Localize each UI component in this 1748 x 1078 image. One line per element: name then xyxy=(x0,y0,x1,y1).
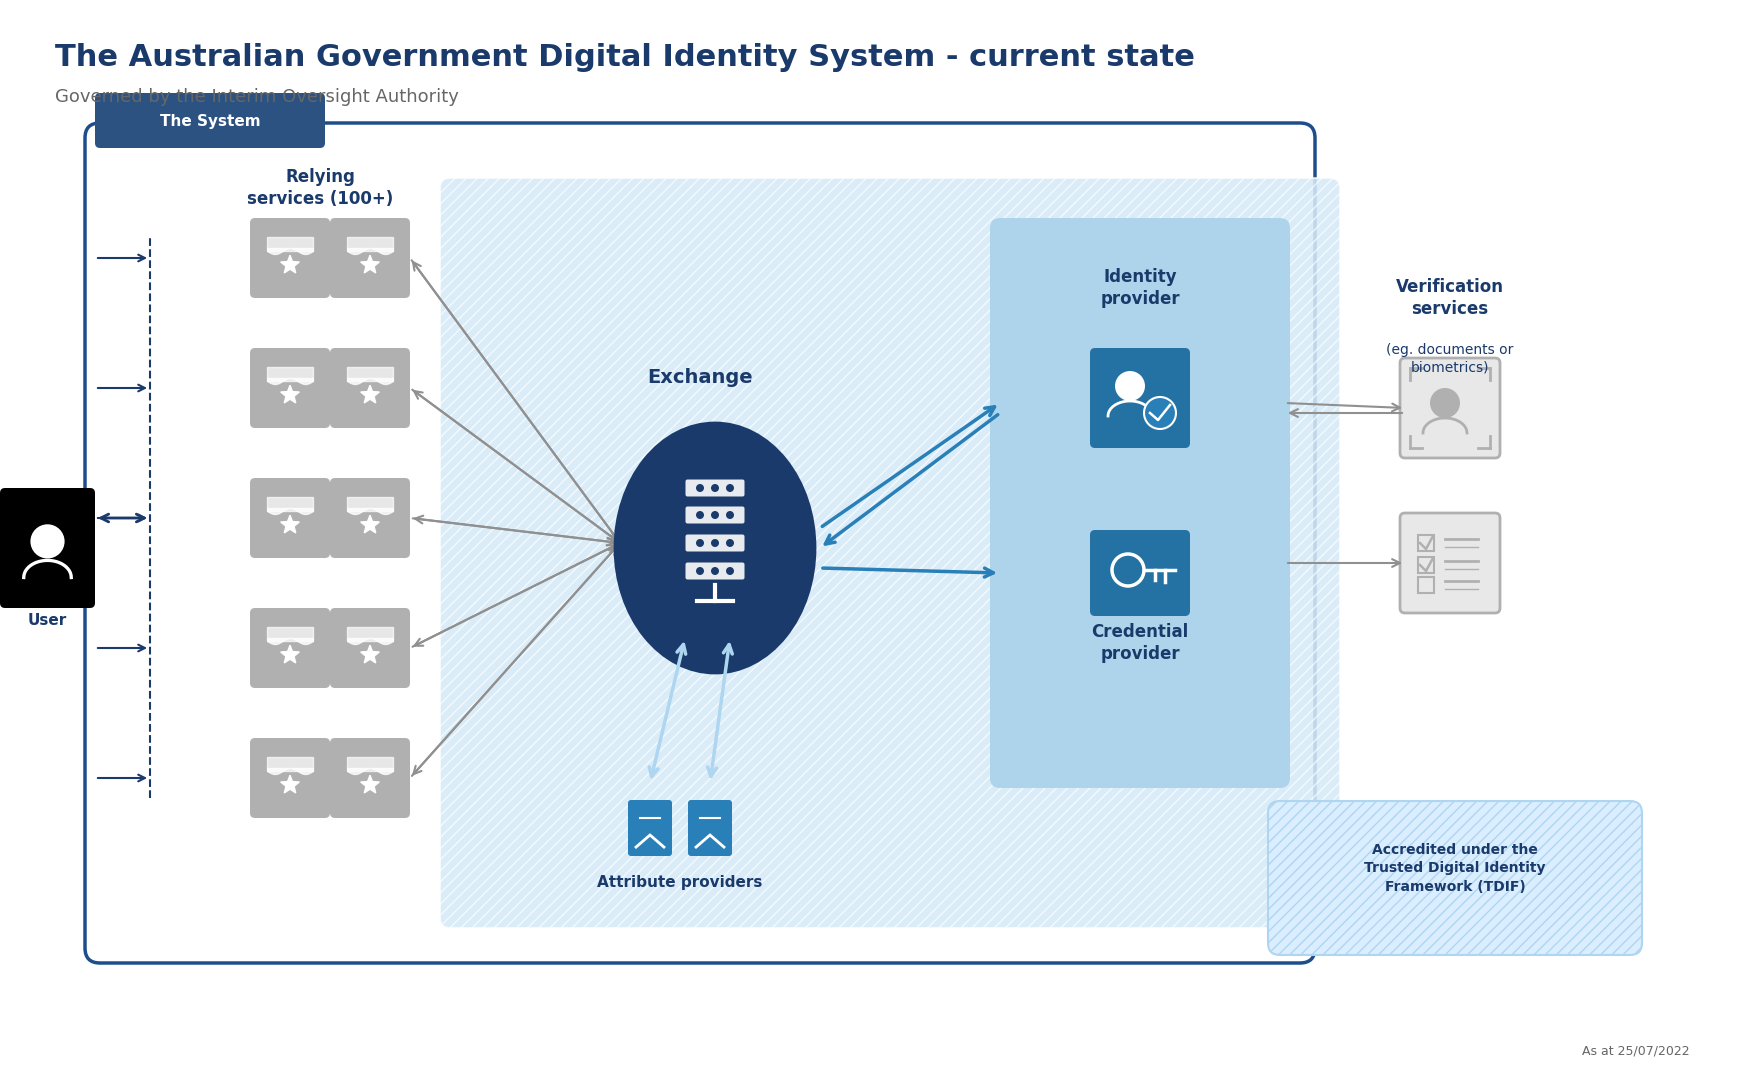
FancyBboxPatch shape xyxy=(989,218,1290,788)
Circle shape xyxy=(725,567,734,575)
Polygon shape xyxy=(267,497,313,511)
FancyBboxPatch shape xyxy=(330,348,409,428)
Polygon shape xyxy=(267,627,313,641)
FancyBboxPatch shape xyxy=(440,178,1339,928)
Circle shape xyxy=(711,511,718,519)
Circle shape xyxy=(696,567,704,575)
Text: Credential
provider: Credential provider xyxy=(1091,623,1189,663)
FancyBboxPatch shape xyxy=(628,800,671,856)
Text: Attribute providers: Attribute providers xyxy=(598,875,762,890)
Ellipse shape xyxy=(615,423,815,673)
Text: Exchange: Exchange xyxy=(647,369,752,387)
Polygon shape xyxy=(267,237,313,251)
Text: Relying
services (100+): Relying services (100+) xyxy=(246,168,393,208)
Text: Accredited under the
Trusted Digital Identity
Framework (TDIF): Accredited under the Trusted Digital Ide… xyxy=(1363,843,1545,894)
FancyBboxPatch shape xyxy=(685,480,745,497)
FancyBboxPatch shape xyxy=(1267,801,1641,955)
Polygon shape xyxy=(348,627,393,641)
FancyBboxPatch shape xyxy=(1089,530,1189,616)
FancyBboxPatch shape xyxy=(250,608,330,688)
Polygon shape xyxy=(267,367,313,381)
Polygon shape xyxy=(631,827,669,853)
Circle shape xyxy=(1143,397,1175,429)
Polygon shape xyxy=(690,827,729,853)
FancyBboxPatch shape xyxy=(687,800,732,856)
Text: Governed by the Interim Oversight Authority: Governed by the Interim Oversight Author… xyxy=(54,88,458,106)
FancyBboxPatch shape xyxy=(330,608,409,688)
FancyBboxPatch shape xyxy=(1418,577,1433,593)
Polygon shape xyxy=(280,775,299,793)
Text: The System: The System xyxy=(159,114,260,129)
Circle shape xyxy=(725,484,734,492)
FancyBboxPatch shape xyxy=(685,563,745,580)
Circle shape xyxy=(725,511,734,519)
Text: Identity
provider: Identity provider xyxy=(1099,268,1180,308)
Circle shape xyxy=(711,539,718,547)
FancyBboxPatch shape xyxy=(685,535,745,552)
FancyBboxPatch shape xyxy=(440,178,1339,928)
FancyBboxPatch shape xyxy=(86,123,1314,963)
Polygon shape xyxy=(360,646,379,663)
Polygon shape xyxy=(280,385,299,403)
FancyBboxPatch shape xyxy=(250,738,330,818)
Polygon shape xyxy=(348,367,393,381)
FancyBboxPatch shape xyxy=(330,738,409,818)
Polygon shape xyxy=(267,757,313,771)
FancyBboxPatch shape xyxy=(1398,513,1500,613)
Polygon shape xyxy=(280,515,299,533)
Polygon shape xyxy=(280,255,299,273)
Polygon shape xyxy=(360,385,379,403)
Text: User: User xyxy=(28,613,66,628)
Polygon shape xyxy=(348,237,393,251)
Text: The Australian Government Digital Identity System - current state: The Australian Government Digital Identi… xyxy=(54,43,1194,72)
FancyBboxPatch shape xyxy=(250,478,330,558)
Polygon shape xyxy=(360,775,379,793)
Circle shape xyxy=(696,511,704,519)
Polygon shape xyxy=(360,255,379,273)
Text: (eg. documents or
biometrics): (eg. documents or biometrics) xyxy=(1386,343,1512,374)
Circle shape xyxy=(711,567,718,575)
Polygon shape xyxy=(348,757,393,771)
FancyBboxPatch shape xyxy=(1398,358,1500,458)
FancyBboxPatch shape xyxy=(250,218,330,298)
Circle shape xyxy=(1115,371,1145,401)
FancyBboxPatch shape xyxy=(685,507,745,524)
FancyBboxPatch shape xyxy=(0,488,94,608)
Circle shape xyxy=(696,484,704,492)
Text: Verification
services: Verification services xyxy=(1395,278,1503,318)
Polygon shape xyxy=(280,646,299,663)
FancyBboxPatch shape xyxy=(94,93,325,148)
FancyBboxPatch shape xyxy=(330,478,409,558)
FancyBboxPatch shape xyxy=(250,348,330,428)
Text: As at 25/07/2022: As at 25/07/2022 xyxy=(1582,1045,1689,1058)
Circle shape xyxy=(725,539,734,547)
Circle shape xyxy=(30,524,65,558)
Circle shape xyxy=(696,539,704,547)
FancyBboxPatch shape xyxy=(1418,557,1433,573)
FancyBboxPatch shape xyxy=(1418,535,1433,551)
Polygon shape xyxy=(348,497,393,511)
Circle shape xyxy=(711,484,718,492)
FancyBboxPatch shape xyxy=(1089,348,1189,448)
FancyBboxPatch shape xyxy=(330,218,409,298)
Circle shape xyxy=(1430,388,1460,418)
Polygon shape xyxy=(360,515,379,533)
